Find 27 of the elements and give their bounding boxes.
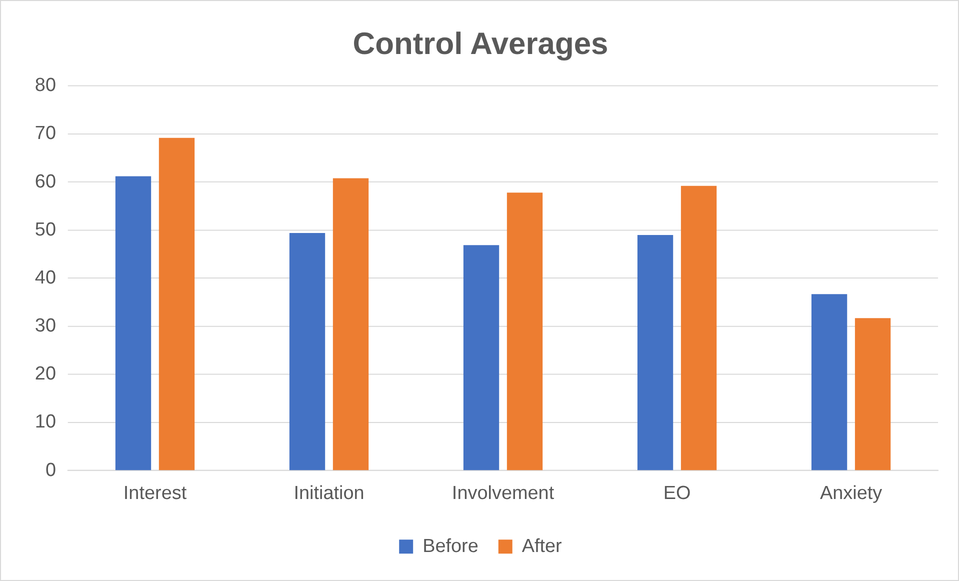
- bar: [854, 318, 891, 470]
- y-tick-label: 40: [34, 267, 56, 288]
- bar: [115, 176, 152, 470]
- bar: [158, 138, 195, 470]
- bar: [811, 294, 848, 470]
- bar: [506, 192, 543, 470]
- x-tick-label: EO: [663, 483, 691, 504]
- y-tick-label: 70: [34, 123, 56, 144]
- y-tick-label: 60: [34, 171, 56, 192]
- chart-title: Control Averages: [352, 26, 608, 61]
- x-tick-label: Involvement: [452, 483, 555, 504]
- bar: [680, 186, 717, 470]
- bar: [332, 178, 369, 470]
- x-tick-label: Anxiety: [820, 483, 883, 504]
- y-tick-label: 10: [34, 412, 56, 433]
- y-tick-label: 0: [45, 460, 56, 481]
- y-tick-label: 20: [34, 364, 56, 385]
- bar: [289, 233, 326, 470]
- bar: [637, 234, 674, 470]
- legend-label: After: [522, 536, 562, 557]
- x-tick-label: Initiation: [294, 483, 364, 504]
- legend-label: Before: [422, 536, 478, 557]
- y-tick-label: 50: [34, 219, 56, 240]
- y-tick-label: 30: [34, 316, 56, 337]
- bar: [463, 245, 500, 470]
- x-tick-label: Interest: [123, 483, 188, 504]
- y-tick-label: 80: [34, 75, 56, 96]
